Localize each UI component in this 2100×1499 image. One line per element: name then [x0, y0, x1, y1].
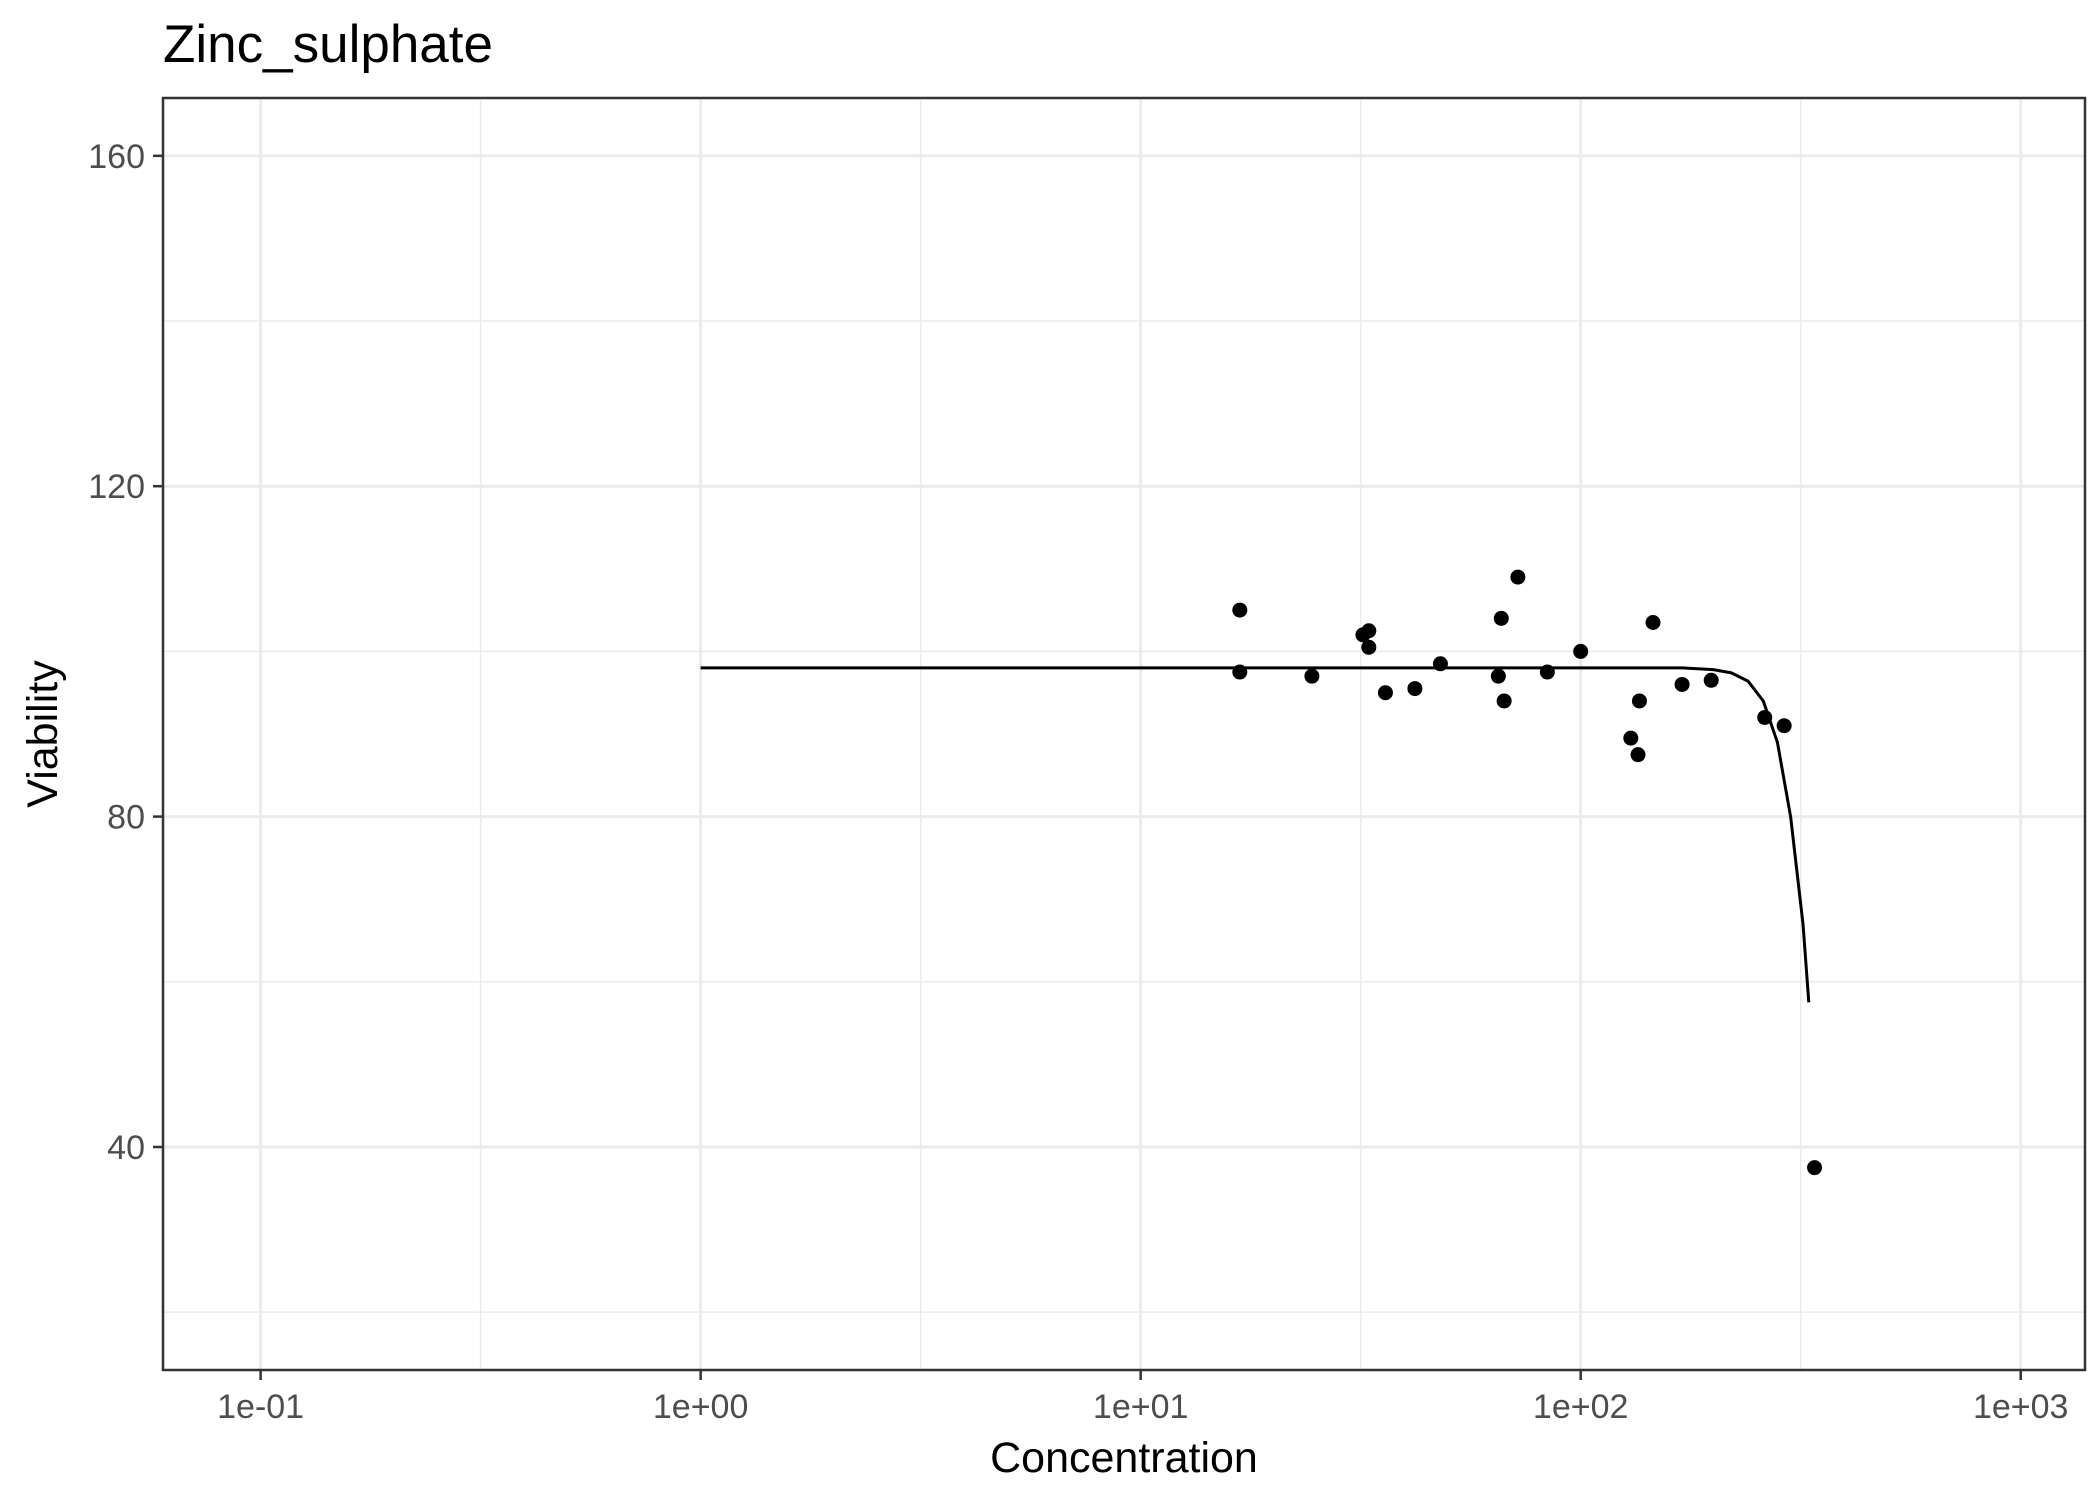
major-grid	[163, 98, 2085, 1370]
fitted-curve	[700, 666, 1811, 1003]
data-point	[1377, 685, 1393, 701]
data-point	[1490, 668, 1506, 684]
fitted-curve-layer	[700, 666, 1811, 1003]
data-points-layer	[1232, 569, 1823, 1176]
y-tick-label: 40	[107, 1129, 145, 1167]
data-point	[1703, 672, 1719, 688]
data-point	[1407, 681, 1423, 697]
data-point	[1807, 1160, 1823, 1176]
y-tick-label: 160	[88, 138, 145, 176]
data-point	[1631, 693, 1647, 709]
data-point	[1573, 643, 1589, 659]
chart-title: Zinc_sulphate	[163, 15, 493, 74]
x-axis-title: Concentration	[990, 1434, 1258, 1482]
data-point	[1776, 718, 1792, 734]
data-point	[1630, 747, 1646, 763]
data-point	[1496, 693, 1512, 709]
data-point	[1510, 569, 1526, 585]
data-point	[1361, 623, 1377, 639]
x-tick-label: 1e+03	[1973, 1388, 2069, 1426]
panel-border	[161, 96, 2087, 1372]
x-tick-label: 1e+00	[653, 1388, 749, 1426]
data-point	[1645, 614, 1661, 630]
x-tick-label: 1e+02	[1533, 1388, 1629, 1426]
x-tick-label: 1e-01	[217, 1388, 304, 1426]
data-point	[1304, 668, 1320, 684]
minor-grid	[163, 98, 2085, 1370]
data-point	[1757, 709, 1773, 725]
y-tick-label: 120	[88, 468, 145, 506]
data-point	[1232, 602, 1248, 618]
x-axis-ticks: 1e-01 1e+00 1e+01 1e+02 1e+03	[217, 1370, 2068, 1426]
data-point	[1674, 676, 1690, 692]
x-tick-label: 1e+01	[1093, 1388, 1189, 1426]
y-axis-title: Viability	[19, 660, 67, 808]
data-point	[1539, 664, 1555, 680]
data-point	[1432, 656, 1448, 672]
y-axis-ticks: 40 80 120 160	[88, 138, 163, 1167]
data-point	[1361, 639, 1377, 655]
data-point	[1232, 664, 1248, 680]
data-point	[1493, 610, 1509, 626]
data-point	[1623, 730, 1639, 746]
y-tick-label: 80	[107, 799, 145, 837]
